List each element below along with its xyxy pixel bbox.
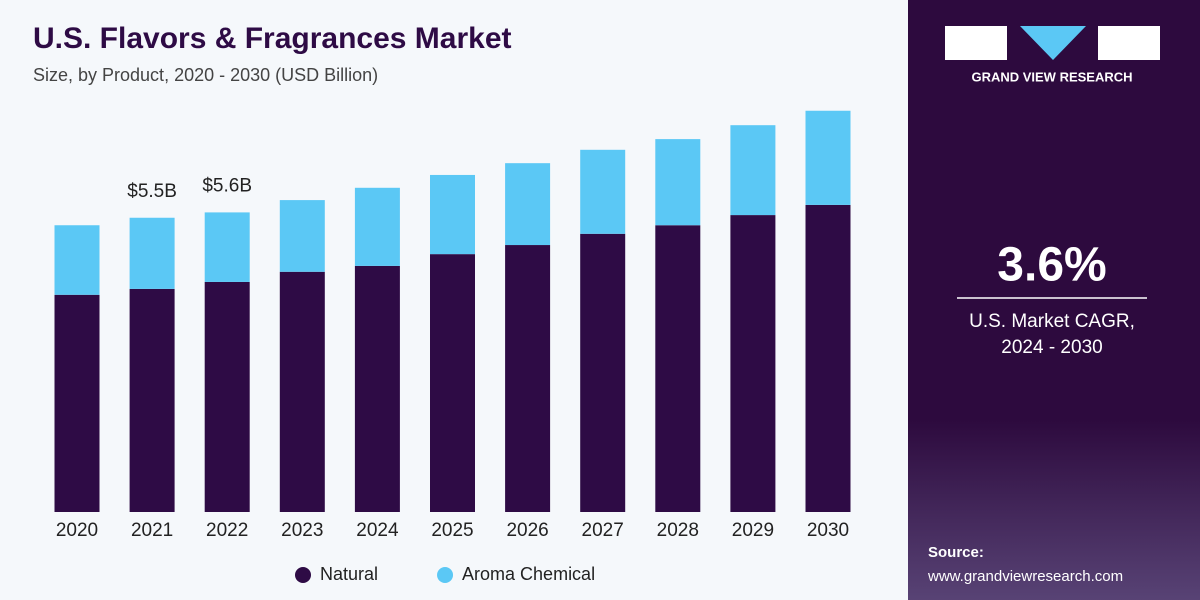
bar-segment <box>730 215 776 512</box>
bar-segment <box>655 139 701 226</box>
legend-marker <box>437 567 454 583</box>
bar-segment <box>655 225 701 513</box>
bar-segment <box>580 149 626 234</box>
x-tick-label: 2023 <box>281 520 323 541</box>
logo-v <box>1020 26 1086 60</box>
x-tick-label: 2020 <box>56 520 98 541</box>
bar-segment <box>129 217 175 289</box>
bar-segment <box>204 212 250 282</box>
bar-segment <box>204 281 250 512</box>
cagr-value: 3.6% <box>997 239 1106 292</box>
bar-segment <box>54 294 100 512</box>
bar-segment <box>505 163 551 246</box>
panel-texture <box>908 420 1200 600</box>
x-tick-label: 2029 <box>732 520 774 541</box>
bar-segment <box>354 265 400 512</box>
bar-segment <box>54 225 100 295</box>
x-tick-label: 2026 <box>506 520 548 541</box>
x-tick-label: 2030 <box>807 520 849 541</box>
logo-g <box>945 26 1007 60</box>
legend-label: Natural <box>320 564 378 584</box>
logo-r <box>1098 26 1160 60</box>
legend-marker <box>295 567 311 583</box>
source-url: www.grandviewresearch.com <box>927 568 1123 585</box>
bar-segment <box>430 254 475 512</box>
bar-segment <box>430 174 475 255</box>
chart-subtitle: Size, by Product, 2020 - 2030 (USD Billi… <box>33 65 378 85</box>
bar-segment <box>129 288 175 512</box>
x-tick-label: 2022 <box>206 520 248 541</box>
chart-title: U.S. Flavors & Fragrances Market <box>33 22 512 55</box>
bar-segment <box>279 271 325 512</box>
bar-segment <box>730 125 776 216</box>
bar-segment <box>580 233 626 513</box>
x-tick-label: 2024 <box>356 520 399 541</box>
total-label: $5.6B <box>202 175 252 196</box>
bar-segment <box>279 200 325 272</box>
x-tick-label: 2028 <box>657 520 699 541</box>
legend-label: Aroma Chemical <box>462 564 595 584</box>
x-tick-label: 2021 <box>131 520 173 541</box>
bar-segment <box>505 245 551 512</box>
bar-segment <box>354 187 400 266</box>
bar-segment <box>805 204 851 512</box>
logo <box>945 26 1160 60</box>
bar-segment <box>805 110 851 205</box>
cagr-period: 2024 - 2030 <box>1001 337 1102 358</box>
total-label: $5.5B <box>127 181 177 202</box>
x-tick-label: 2027 <box>582 520 624 541</box>
x-tick-label: 2025 <box>431 520 473 541</box>
brand: GRAND VIEW RESEARCH <box>971 69 1132 84</box>
cagr-label: U.S. Market CAGR, <box>969 311 1135 332</box>
source-label: Source: <box>928 544 984 561</box>
